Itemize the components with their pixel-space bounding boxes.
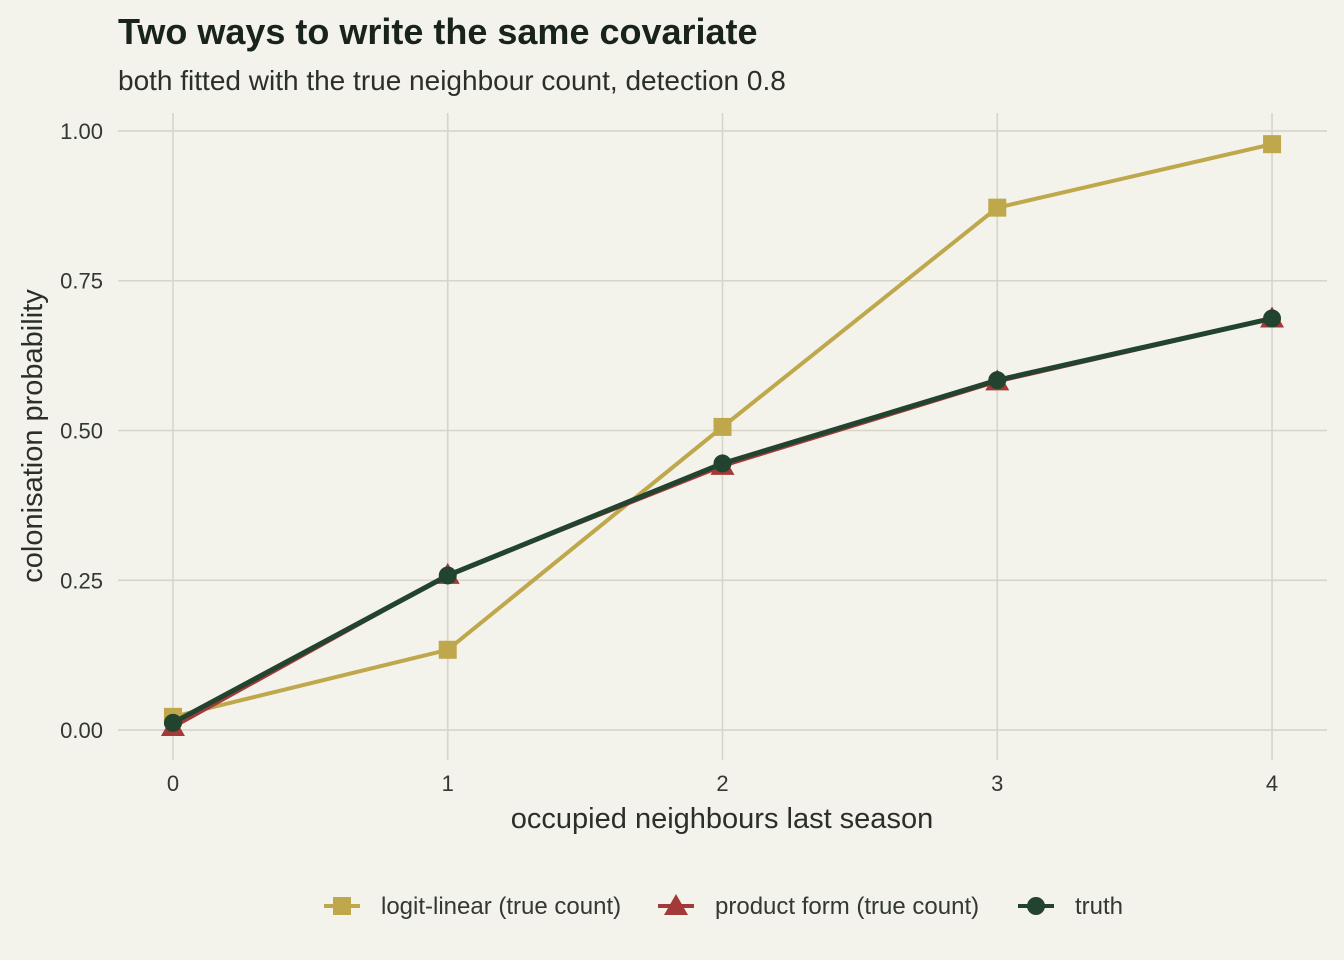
legend-item: truth: [1018, 893, 1123, 920]
x-tick-label: 0: [167, 771, 179, 796]
chart-title: Two ways to write the same covariate: [118, 11, 758, 52]
data-point: [438, 566, 457, 585]
series-layer: [160, 135, 1285, 737]
y-tick-label: 0.25: [60, 568, 103, 593]
legend-swatch-marker: [333, 897, 351, 915]
legend: logit-linear (true count) product form (t…: [324, 893, 1123, 920]
data-point: [163, 713, 182, 732]
legend-item: product form (true count): [658, 893, 979, 920]
data-point: [1263, 309, 1282, 328]
series-circle: [163, 309, 1282, 732]
chart-subtitle: both fitted with the true neighbour coun…: [118, 65, 786, 96]
data-point: [1263, 135, 1282, 154]
y-tick-label: 0.00: [60, 718, 103, 743]
data-point: [988, 198, 1007, 217]
data-point: [713, 417, 732, 436]
x-tick-label: 2: [716, 771, 728, 796]
legend-swatch-marker: [664, 894, 688, 915]
x-tick-label: 3: [991, 771, 1003, 796]
data-point: [713, 454, 732, 473]
legend-label: logit-linear (true count): [381, 893, 621, 920]
legend-swatch-marker: [1027, 897, 1045, 915]
y-tick-label: 0.75: [60, 269, 103, 294]
grid: [118, 113, 1327, 760]
y-tick-label: 0.50: [60, 419, 103, 444]
legend-label: product form (true count): [715, 893, 979, 920]
legend-item: logit-linear (true count): [324, 893, 621, 920]
x-tick-label: 1: [442, 771, 454, 796]
data-point: [988, 371, 1007, 390]
legend-label: truth: [1075, 893, 1123, 920]
x-axis-ticks: 0 1 2 3 4: [167, 771, 1278, 796]
x-tick-label: 4: [1266, 771, 1278, 796]
y-tick-label: 1.00: [60, 119, 103, 144]
data-point: [438, 640, 457, 659]
y-axis-ticks: 0.00 0.25 0.50 0.75 1.00: [60, 119, 103, 743]
x-axis-label: occupied neighbours last season: [511, 803, 933, 835]
y-axis-label: colonisation probability: [17, 289, 49, 583]
